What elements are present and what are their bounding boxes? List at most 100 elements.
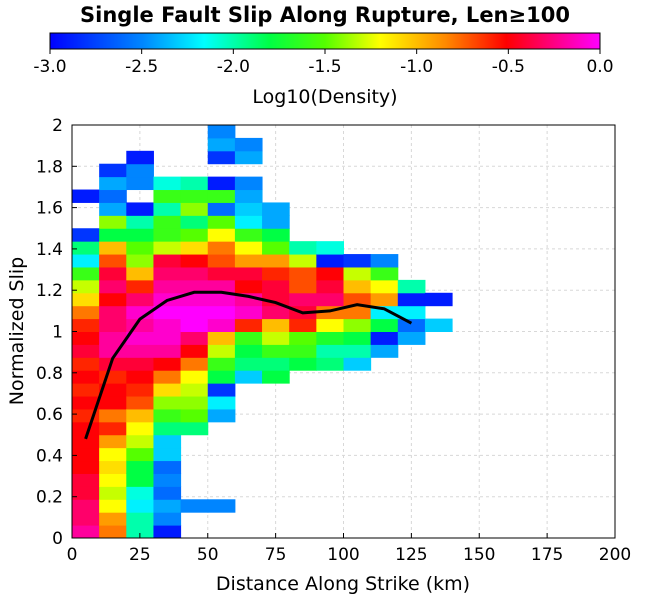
heatmap-cell bbox=[234, 215, 263, 229]
heatmap-cell bbox=[343, 305, 372, 320]
heatmap-cell bbox=[72, 241, 100, 255]
heatmap-cells bbox=[72, 125, 453, 539]
heatmap-cell bbox=[180, 254, 209, 268]
heatmap-cell bbox=[126, 266, 154, 281]
heatmap-cell bbox=[343, 292, 372, 307]
heatmap-cell bbox=[234, 370, 263, 384]
heatmap-cell bbox=[99, 434, 127, 449]
heatmap-cell bbox=[370, 279, 399, 294]
heatmap-cell bbox=[234, 331, 263, 345]
heatmap-cell bbox=[72, 344, 100, 358]
heatmap-cell bbox=[316, 344, 344, 358]
heatmap-cell bbox=[234, 150, 263, 165]
heatmap-cell bbox=[262, 292, 290, 307]
heatmap-cell bbox=[153, 266, 182, 281]
heatmap-cell bbox=[72, 357, 100, 371]
heatmap-cell bbox=[99, 163, 127, 178]
heatmap-cell bbox=[289, 344, 317, 358]
heatmap-cell bbox=[126, 486, 154, 500]
heatmap-cell bbox=[316, 331, 344, 345]
heatmap-cell bbox=[397, 305, 426, 320]
heatmap-cell bbox=[72, 318, 100, 332]
heatmap-cell bbox=[207, 305, 236, 320]
heatmap-cell bbox=[99, 241, 127, 255]
heatmap-cell bbox=[370, 331, 399, 345]
heatmap-cell bbox=[207, 318, 236, 332]
heatmap-cell bbox=[72, 396, 100, 410]
heatmap-cell bbox=[153, 421, 182, 436]
heatmap-cell bbox=[289, 254, 317, 268]
heatmap-cell bbox=[126, 460, 154, 474]
heatmap-cell bbox=[126, 292, 154, 307]
heatmap-cell bbox=[262, 305, 290, 320]
heatmap-cell bbox=[72, 254, 100, 268]
heatmap-cell bbox=[99, 460, 127, 474]
heatmap-cell bbox=[180, 279, 209, 294]
heatmap-cell bbox=[99, 279, 127, 294]
heatmap-cell bbox=[316, 318, 344, 332]
heatmap-cell bbox=[153, 254, 182, 268]
heatmap-cell bbox=[72, 512, 100, 526]
heatmap-cell bbox=[126, 344, 154, 358]
heatmap-cell bbox=[126, 202, 154, 216]
heatmap-cell bbox=[207, 266, 236, 281]
y-tick-label: 0.2 bbox=[36, 488, 63, 508]
heatmap-cell bbox=[343, 254, 372, 268]
heatmap-cell bbox=[72, 421, 100, 436]
heatmap-cell bbox=[234, 279, 263, 294]
x-tick-label: 50 bbox=[197, 545, 219, 565]
mean-slip-line bbox=[84, 290, 413, 440]
heatmap-cell bbox=[234, 254, 263, 268]
heatmap-cell bbox=[207, 202, 236, 216]
heatmap-cell bbox=[316, 266, 344, 281]
heatmap-cell bbox=[262, 228, 290, 242]
y-axis-label: Normalized Slip bbox=[6, 257, 28, 405]
heatmap-cell bbox=[126, 473, 154, 487]
heatmap-cell bbox=[180, 344, 209, 358]
heatmap-cell bbox=[99, 396, 127, 410]
heatmap-cell bbox=[397, 331, 426, 345]
heatmap-cell bbox=[126, 228, 154, 242]
heatmap-cell bbox=[180, 408, 209, 423]
heatmap-cell bbox=[207, 292, 236, 307]
heatmap-cell bbox=[126, 241, 154, 255]
heatmap-cell bbox=[126, 279, 154, 294]
heatmap-cell bbox=[180, 176, 209, 191]
heatmap-cell bbox=[207, 370, 236, 384]
heatmap-cell bbox=[370, 254, 399, 268]
colorbar-tick-label: 0.0 bbox=[586, 57, 613, 77]
heatmap-cell bbox=[207, 254, 236, 268]
heatmap-cell bbox=[153, 215, 182, 229]
heatmap-cell bbox=[99, 228, 127, 242]
heatmap-cell bbox=[234, 344, 263, 358]
heatmap-cell bbox=[153, 331, 182, 345]
heatmap-cell bbox=[153, 434, 182, 449]
heatmap-cell bbox=[316, 254, 344, 268]
heatmap-cell bbox=[99, 473, 127, 487]
heatmap-cell bbox=[72, 189, 100, 203]
heatmap-cell bbox=[153, 486, 182, 500]
heatmap-cell bbox=[234, 228, 263, 242]
heatmap-cell bbox=[99, 447, 127, 462]
heatmap-cell bbox=[72, 331, 100, 345]
heatmap-cell bbox=[180, 421, 209, 436]
heatmap-cell bbox=[207, 189, 236, 203]
heatmap-cell bbox=[99, 486, 127, 500]
heatmap-cell bbox=[370, 266, 399, 281]
x-tick-label: 25 bbox=[129, 545, 151, 565]
heatmap-cell bbox=[262, 254, 290, 268]
x-tick-label: 200 bbox=[599, 545, 631, 565]
heatmap-cell bbox=[234, 137, 263, 152]
heatmap-cell bbox=[343, 279, 372, 294]
heatmap-cell bbox=[153, 447, 182, 462]
heatmap-cell bbox=[207, 396, 236, 410]
heatmap-cell bbox=[72, 279, 100, 294]
heatmap-cell bbox=[72, 473, 100, 487]
heatmap-cell bbox=[99, 215, 127, 229]
heatmap-cell bbox=[180, 396, 209, 410]
heatmap-cell bbox=[262, 344, 290, 358]
heatmap-cell bbox=[180, 202, 209, 216]
heatmap-cell bbox=[72, 434, 100, 449]
heatmap-cell bbox=[234, 305, 263, 320]
heatmap-cell bbox=[126, 176, 154, 191]
